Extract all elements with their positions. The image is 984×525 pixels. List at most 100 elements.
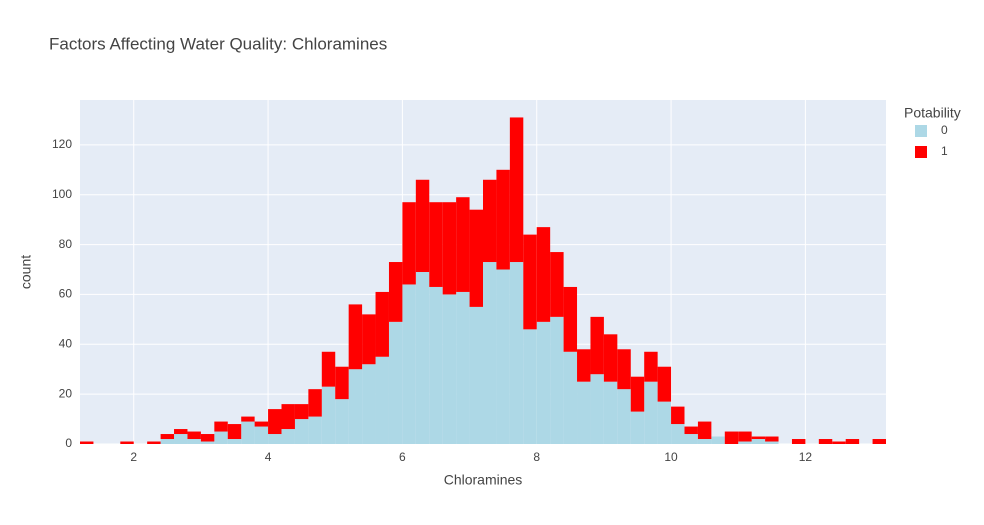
bar (818, 439, 833, 444)
bar (174, 429, 188, 435)
bar (671, 424, 685, 444)
bar (375, 356, 389, 444)
bar (429, 202, 443, 287)
bar (254, 421, 269, 427)
x-tick-label: 8 (533, 450, 540, 464)
bar (590, 374, 604, 444)
bar (630, 376, 645, 412)
bar (671, 406, 685, 425)
bar (617, 349, 631, 390)
x-tick-label: 6 (399, 450, 406, 464)
bar (697, 439, 712, 444)
bar (765, 436, 779, 442)
y-tick-label: 0 (65, 436, 72, 450)
y-tick-label: 80 (59, 237, 73, 251)
bar (308, 416, 322, 444)
bar (590, 316, 604, 375)
bar (80, 441, 94, 444)
bar (469, 209, 483, 307)
bar (294, 419, 309, 444)
bar (617, 389, 631, 444)
bar (872, 439, 886, 444)
bar (415, 272, 430, 444)
bar (415, 179, 430, 272)
bar (160, 439, 175, 444)
bar (335, 399, 349, 444)
y-tick-label: 120 (52, 137, 72, 151)
bar (657, 401, 672, 444)
bar (375, 291, 389, 357)
bar (563, 286, 578, 352)
bar (281, 429, 295, 444)
bar (388, 321, 403, 444)
bar (268, 434, 282, 444)
x-tick-label: 10 (664, 450, 678, 464)
bar (214, 421, 228, 432)
bar (321, 351, 336, 387)
bar (509, 117, 524, 263)
bar (496, 269, 510, 444)
bar (174, 434, 188, 444)
bar (751, 436, 766, 440)
bar (563, 351, 578, 444)
bar (791, 439, 806, 444)
chart-title: Factors Affecting Water Quality: Chloram… (49, 34, 387, 53)
bar (241, 416, 255, 422)
bar (442, 294, 457, 444)
y-axis-title: count (18, 255, 34, 289)
bar (402, 202, 416, 285)
y-tick-label: 20 (59, 386, 73, 400)
bar (281, 404, 295, 430)
bar (496, 169, 510, 270)
bar (456, 291, 470, 444)
bar (523, 329, 537, 444)
bar (483, 262, 497, 444)
bar (200, 441, 215, 444)
bar (335, 366, 349, 400)
bar (442, 202, 457, 295)
bar (241, 421, 255, 444)
bar (523, 234, 537, 330)
x-tick-label: 2 (130, 450, 137, 464)
y-tick-label: 60 (59, 287, 73, 301)
bar (187, 431, 201, 440)
bar (388, 262, 403, 322)
bar (120, 441, 134, 444)
bar (362, 314, 376, 365)
bar (711, 436, 725, 444)
legend-title: Potability (904, 105, 961, 121)
bar (456, 197, 470, 292)
bar (469, 306, 483, 444)
bar (321, 386, 336, 444)
bar (294, 404, 309, 420)
legend-label: 1 (941, 144, 948, 158)
bar (684, 426, 698, 435)
bar (724, 431, 739, 444)
legend-swatch (915, 125, 927, 137)
bar (644, 381, 658, 444)
bar (308, 389, 322, 417)
legend-label: 0 (941, 123, 948, 137)
x-axis-title: Chloramines (444, 472, 523, 488)
bar (845, 439, 860, 444)
bar (630, 411, 645, 444)
bar (577, 381, 591, 444)
bar (536, 227, 551, 322)
bar (200, 434, 215, 442)
bar (509, 262, 524, 444)
bar (227, 424, 242, 440)
x-tick-label: 4 (265, 450, 272, 464)
x-tick-label: 12 (799, 450, 813, 464)
bar (402, 284, 416, 444)
bar (254, 426, 269, 444)
bar (603, 334, 618, 382)
bar (214, 431, 228, 444)
bar (697, 421, 712, 440)
bar (536, 321, 551, 444)
bar (348, 304, 363, 370)
bar (657, 366, 672, 402)
bar (684, 434, 698, 444)
bar (268, 409, 282, 435)
bar (362, 364, 376, 444)
